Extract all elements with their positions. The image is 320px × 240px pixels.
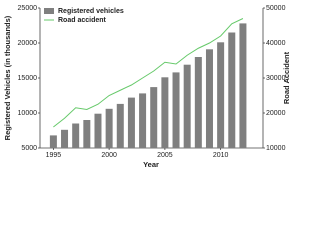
bar xyxy=(217,42,225,148)
bar xyxy=(239,23,247,148)
bar xyxy=(228,32,236,148)
bar xyxy=(72,123,80,148)
x-tick-label: 2010 xyxy=(213,152,229,159)
bar xyxy=(139,93,147,148)
legend-swatch xyxy=(44,8,54,14)
x-tick-label: 1995 xyxy=(46,152,62,159)
y-tick-label: 25000 xyxy=(18,5,38,12)
x-tick-label: 2005 xyxy=(157,152,173,159)
line xyxy=(53,18,244,128)
bar xyxy=(183,64,191,148)
y2-tick-label: 10000 xyxy=(266,145,286,152)
y2-axis-label: Road Accident xyxy=(282,51,291,104)
y-axis-label: Registered Vehicles (in thousands) xyxy=(3,15,12,140)
bar xyxy=(105,108,113,148)
y2-tick-label: 30000 xyxy=(266,75,286,82)
bar xyxy=(127,97,135,148)
bar xyxy=(172,72,180,148)
y-tick-label: 20000 xyxy=(18,40,38,47)
bar xyxy=(116,103,124,148)
bar xyxy=(83,120,91,148)
bar xyxy=(205,49,213,148)
bar xyxy=(161,77,169,148)
y-tick-label: 10000 xyxy=(18,110,38,117)
bar xyxy=(61,129,69,148)
y2-tick-label: 40000 xyxy=(266,40,286,47)
y2-tick-label: 50000 xyxy=(266,5,286,12)
bar xyxy=(194,57,202,148)
y-tick-label: 15000 xyxy=(18,75,38,82)
chart: Year Registered Vehicles (in thousands) … xyxy=(3,5,291,169)
legend-label: Registered vehicles xyxy=(58,8,124,15)
x-axis-label: Year xyxy=(143,160,159,169)
y-tick-label: 5000 xyxy=(21,145,37,152)
bar xyxy=(94,113,102,148)
x-tick-label: 2000 xyxy=(101,152,117,159)
bar xyxy=(150,87,158,148)
y2-tick-label: 20000 xyxy=(266,110,286,117)
bar xyxy=(49,135,57,148)
legend-label: Road accident xyxy=(58,17,107,24)
